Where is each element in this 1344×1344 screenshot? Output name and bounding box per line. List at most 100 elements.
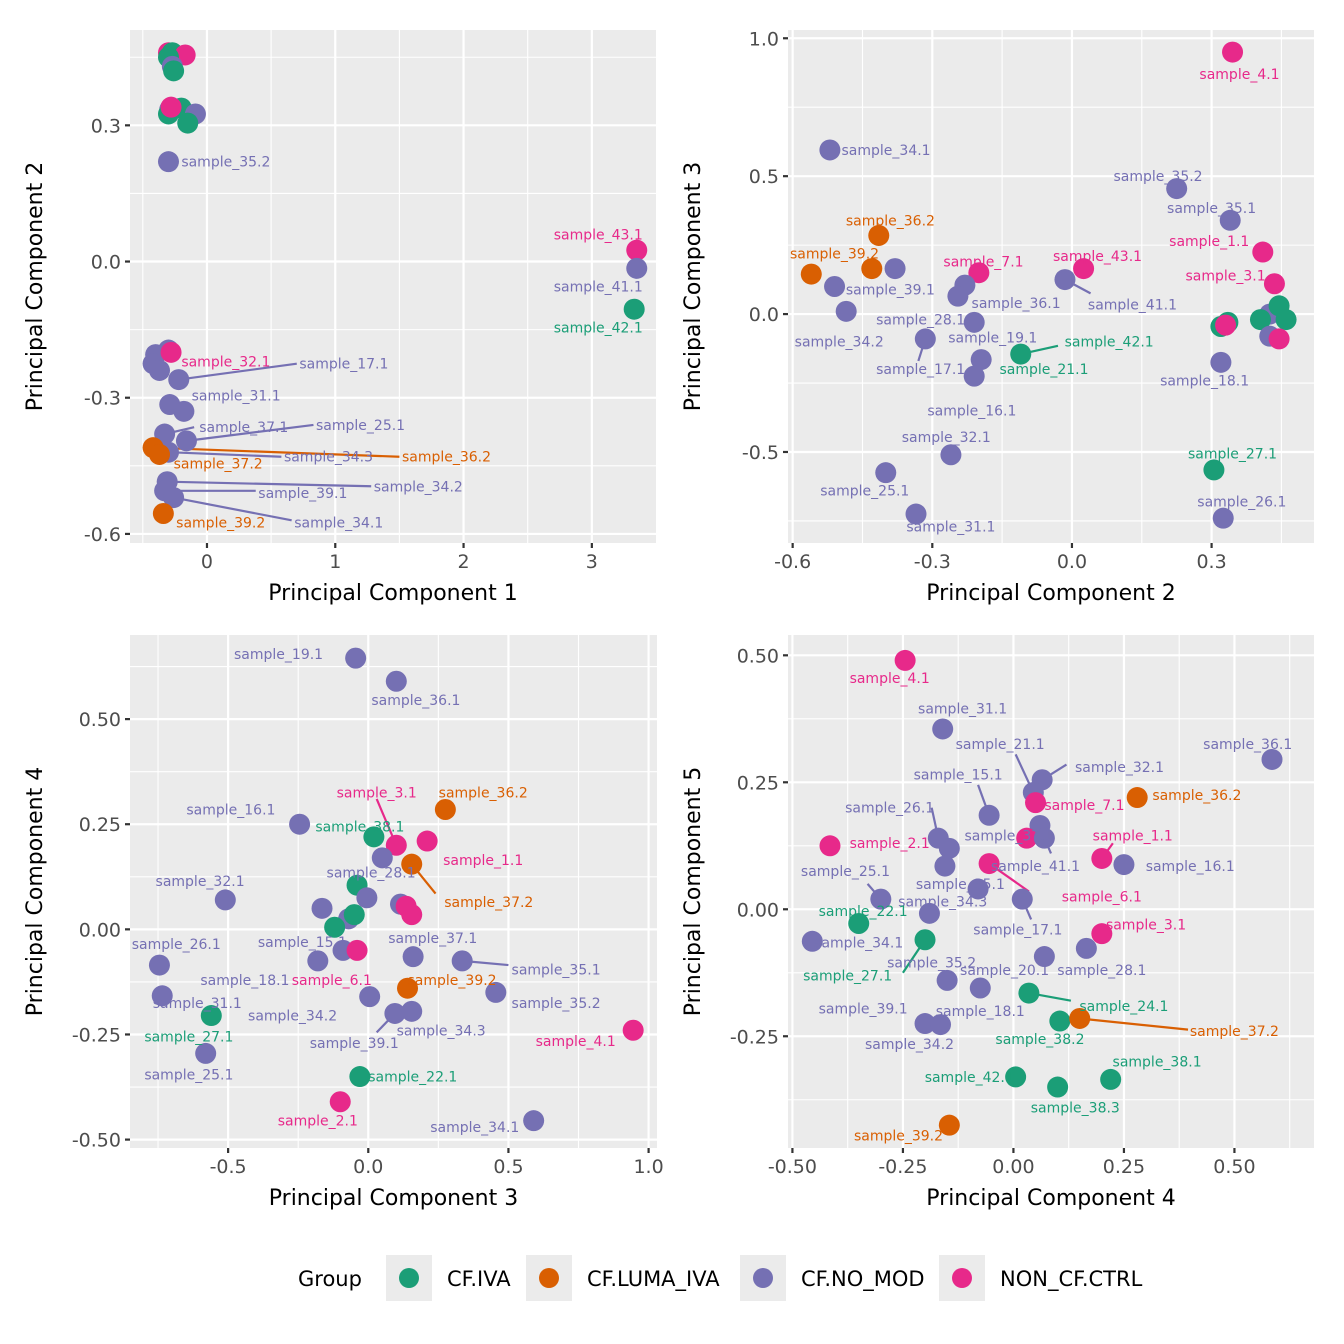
point-label: sample_26.1 bbox=[132, 937, 221, 953]
data-point bbox=[1222, 41, 1244, 63]
point-label: sample_39.2 bbox=[790, 246, 879, 262]
data-point bbox=[523, 1110, 545, 1132]
point-label: sample_34.1 bbox=[814, 935, 903, 951]
data-point bbox=[356, 887, 378, 909]
point-label: sample_1.1 bbox=[1093, 829, 1173, 845]
point-label: sample_35.2 bbox=[887, 956, 976, 972]
y-tick-label: -0.25 bbox=[72, 1024, 121, 1046]
data-point bbox=[1100, 1068, 1122, 1090]
point-label: sample_39.1 bbox=[846, 282, 935, 298]
data-point bbox=[1018, 982, 1040, 1004]
point-label: sample_32.1 bbox=[181, 354, 270, 370]
label-connector bbox=[186, 423, 314, 442]
point-label: sample_37.2 bbox=[174, 457, 263, 473]
data-point bbox=[626, 257, 648, 279]
data-point bbox=[875, 462, 897, 484]
data-point bbox=[1215, 314, 1237, 336]
data-point bbox=[329, 1091, 351, 1113]
x-tick-label: 2 bbox=[458, 551, 470, 573]
point-label: sample_17.1 bbox=[299, 357, 388, 373]
point-label: sample_34.3 bbox=[397, 1023, 486, 1039]
data-point bbox=[200, 1005, 222, 1027]
data-point bbox=[160, 96, 182, 118]
data-point bbox=[932, 718, 954, 740]
point-label: sample_39.1 bbox=[819, 1001, 908, 1017]
point-label: sample_27.1 bbox=[144, 1030, 233, 1046]
point-label: sample_28.1 bbox=[327, 866, 416, 882]
x-axis-title: Principal Component 3 bbox=[269, 1186, 518, 1211]
point-label: sample_41.1 bbox=[554, 280, 643, 296]
panel-background-3 bbox=[130, 635, 657, 1148]
legend-title: Group bbox=[298, 1267, 362, 1291]
point-label: sample_34.1 bbox=[842, 143, 931, 159]
label-connector bbox=[153, 446, 400, 458]
data-point bbox=[385, 834, 407, 856]
point-label: sample_34.2 bbox=[795, 335, 884, 351]
label-connector bbox=[1079, 1017, 1189, 1031]
data-point bbox=[1252, 241, 1274, 263]
point-label: sample_18.1 bbox=[200, 973, 289, 989]
x-tick-label: 1 bbox=[329, 551, 341, 573]
legend-item-label: CF.IVA bbox=[447, 1267, 511, 1291]
data-point bbox=[1010, 343, 1032, 365]
x-axis-title: Principal Component 4 bbox=[926, 1186, 1175, 1211]
data-point bbox=[1005, 1066, 1027, 1088]
point-label: sample_26.1 bbox=[1197, 495, 1286, 511]
point-label: sample_35.2 bbox=[1114, 169, 1203, 185]
point-label: sample_41.1 bbox=[1088, 297, 1177, 313]
y-tick-label: -0.6 bbox=[84, 524, 121, 546]
data-point bbox=[434, 799, 456, 821]
data-point bbox=[149, 359, 171, 381]
data-point bbox=[173, 400, 195, 422]
data-point bbox=[626, 239, 648, 261]
data-point bbox=[214, 889, 236, 911]
data-point bbox=[163, 60, 185, 82]
data-point bbox=[363, 826, 385, 848]
data-point bbox=[914, 929, 936, 951]
data-point bbox=[1075, 937, 1097, 959]
x-tick-label: 0.00 bbox=[992, 1156, 1034, 1178]
data-point bbox=[934, 855, 956, 877]
data-point bbox=[848, 912, 870, 934]
data-point bbox=[151, 985, 173, 1007]
data-point bbox=[622, 1019, 644, 1041]
point-label: sample_36.2 bbox=[402, 450, 491, 466]
point-label: sample_32.1 bbox=[156, 874, 245, 890]
data-point bbox=[1049, 1010, 1071, 1032]
legend-key-dot bbox=[399, 1268, 419, 1288]
point-label: sample_32.1 bbox=[1075, 760, 1164, 776]
y-tick-label: 0.00 bbox=[737, 899, 779, 921]
point-label: sample_21.1 bbox=[956, 737, 1045, 753]
data-point bbox=[160, 341, 182, 363]
y-tick-label: 0.3 bbox=[91, 115, 121, 137]
point-label: sample_39.1 bbox=[310, 1036, 399, 1052]
x-tick-label: 0.50 bbox=[1213, 1156, 1255, 1178]
data-point bbox=[384, 1002, 406, 1024]
point-label: sample_3.1 bbox=[1106, 918, 1186, 934]
data-point bbox=[401, 853, 423, 875]
data-point bbox=[343, 904, 365, 926]
legend-item-label: CF.NO_MOD bbox=[801, 1267, 925, 1292]
x-tick-label: 0.0 bbox=[1057, 551, 1087, 573]
data-point bbox=[289, 813, 311, 835]
label-connector bbox=[173, 496, 292, 522]
data-point bbox=[401, 904, 423, 926]
point-label: sample_34.3 bbox=[898, 895, 987, 911]
data-point bbox=[163, 487, 185, 509]
x-tick-label: 1.0 bbox=[633, 1156, 663, 1178]
point-label: sample_36.2 bbox=[1152, 788, 1241, 804]
data-point bbox=[914, 328, 936, 350]
point-label: sample_37.1 bbox=[964, 829, 1053, 845]
point-label: sample_6.1 bbox=[1062, 890, 1142, 906]
point-label: sample_35.2 bbox=[512, 996, 601, 1012]
point-label: sample_15.1 bbox=[258, 935, 347, 951]
x-tick-label: -0.50 bbox=[768, 1156, 817, 1178]
data-point bbox=[824, 276, 846, 297]
data-point bbox=[918, 902, 940, 924]
x-tick-label: -0.5 bbox=[210, 1156, 247, 1178]
point-label: sample_16.1 bbox=[1146, 859, 1235, 875]
point-label: sample_36.1 bbox=[1203, 737, 1292, 753]
point-label: sample_21.1 bbox=[999, 362, 1088, 378]
point-label: sample_38.3 bbox=[1031, 1100, 1120, 1116]
